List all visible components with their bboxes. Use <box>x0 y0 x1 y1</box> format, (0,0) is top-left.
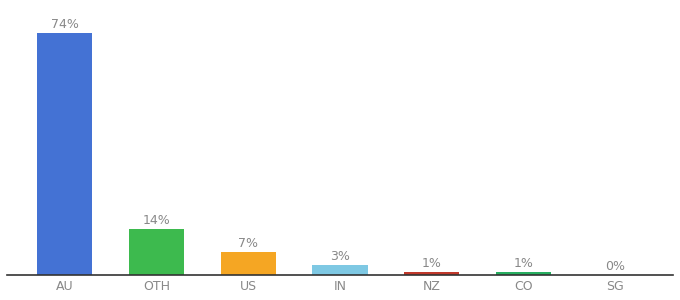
Text: 1%: 1% <box>513 257 533 270</box>
Bar <box>129 230 184 275</box>
Bar <box>221 252 276 275</box>
Bar <box>37 33 92 275</box>
Text: 1%: 1% <box>422 257 442 270</box>
Text: 7%: 7% <box>238 237 258 250</box>
Text: 3%: 3% <box>330 250 350 263</box>
Bar <box>313 266 367 275</box>
Bar <box>496 272 551 275</box>
Text: 14%: 14% <box>143 214 171 227</box>
Text: 74%: 74% <box>51 18 79 31</box>
Text: 0%: 0% <box>605 260 625 273</box>
Bar <box>404 272 459 275</box>
